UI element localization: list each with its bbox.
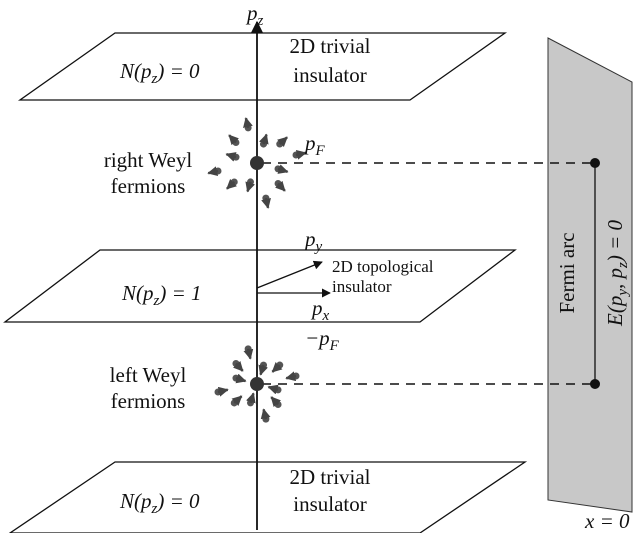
pf-label: pF — [303, 131, 326, 159]
spin — [217, 386, 229, 397]
math-part: p — [310, 296, 323, 320]
math-part: p — [245, 1, 258, 25]
spin — [207, 166, 219, 177]
math-part: p — [303, 227, 316, 251]
subscript: F — [315, 143, 326, 159]
math-part: N(p — [119, 59, 152, 83]
spin — [270, 396, 282, 408]
py-label: py — [303, 227, 323, 255]
spin — [243, 117, 253, 129]
math-part: , p — [603, 268, 627, 289]
arc-end — [590, 158, 600, 168]
px-label: px — [310, 296, 330, 324]
spin — [245, 181, 255, 193]
subscript: x — [322, 308, 330, 324]
spin — [258, 364, 268, 376]
spin — [271, 362, 283, 373]
bottom-plane — [8, 461, 528, 533]
math-part: p — [303, 131, 316, 155]
weyl-node — [250, 377, 264, 391]
weyl-caption: fermions — [111, 174, 186, 198]
spin — [277, 164, 289, 174]
plane-caption: 2D trivial — [289, 34, 370, 58]
plane-label: N(pz) = 1 — [121, 281, 202, 309]
plane-label: N(pz) = 0 — [119, 59, 200, 87]
spin — [277, 136, 288, 148]
arc-caption: Fermi arc — [555, 232, 579, 313]
math-part: ) = 1 — [158, 281, 201, 305]
subscript: F — [329, 338, 340, 354]
weyl-caption: left Weyl — [110, 363, 187, 387]
weyl-fermions — [207, 117, 307, 423]
spin — [232, 360, 244, 372]
spin — [228, 134, 239, 146]
minus-pf-label: −pF — [305, 326, 340, 354]
plane-caption: insulator — [293, 492, 367, 516]
math-part: ) = 0 — [156, 59, 200, 83]
math-part: N(p — [121, 281, 154, 305]
weyl-caption: fermions — [111, 389, 186, 413]
plane-caption: 2D topological — [332, 257, 434, 276]
plane-label: N(pz) = 0 — [119, 489, 200, 517]
weyl-caption: right Weyl — [104, 148, 192, 172]
subscript: z — [151, 71, 158, 87]
surface-label: x = 0 — [584, 509, 630, 533]
spin — [285, 371, 297, 382]
subscript: z — [151, 501, 158, 517]
spin — [295, 149, 307, 160]
pz-label: pz — [245, 1, 264, 29]
spin — [231, 395, 243, 406]
middle-plane — [3, 249, 517, 323]
spin — [235, 373, 247, 384]
math-part: ) = 0 — [156, 489, 200, 513]
weyl-node — [250, 156, 264, 170]
spin — [260, 408, 271, 420]
py-axis — [256, 260, 323, 289]
spin — [275, 180, 286, 192]
spin — [259, 133, 269, 145]
subscript: z — [153, 293, 160, 309]
spin — [226, 178, 237, 190]
plane-caption: insulator — [293, 63, 367, 87]
subscript: y — [615, 289, 631, 298]
arc-end — [590, 379, 600, 389]
math-part: −p — [305, 326, 330, 350]
spin — [267, 384, 279, 395]
math-part: N(p — [119, 489, 152, 513]
math-part: ) = 0 — [603, 220, 627, 264]
spin — [243, 348, 254, 360]
spin — [261, 197, 271, 209]
plane-caption: 2D trivial — [289, 465, 370, 489]
top-plane — [17, 32, 508, 101]
subscript: z — [257, 13, 264, 29]
math-part: E(p — [603, 296, 627, 327]
arc-equation: E(py, pz) = 0 — [603, 220, 631, 328]
plane-caption: insulator — [332, 277, 392, 296]
surface — [547, 37, 633, 513]
spin — [225, 152, 237, 162]
subscript: z — [615, 262, 631, 269]
spin — [246, 392, 256, 404]
subscript: y — [314, 239, 323, 255]
